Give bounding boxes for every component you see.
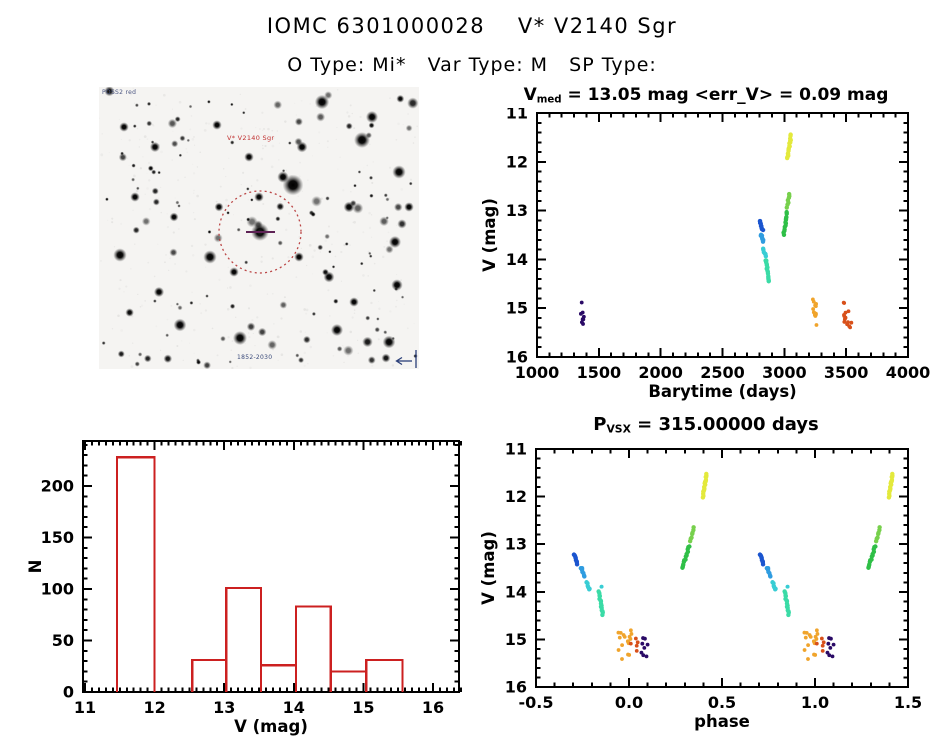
svg-text:15: 15 [506,299,528,318]
finder-chart: POSS2 red V* V2140 Sgr 1852-2030 [99,87,419,369]
svg-text:V (mag): V (mag) [480,198,499,272]
svg-text:V (mag): V (mag) [234,717,308,736]
svg-text:14: 14 [505,582,527,601]
phase-folded-plot: -0.5 0.0 0.5 1.0 1.5 11 12 13 14 15 16 phase V (mag) [480,440,922,731]
starfield-image [99,87,419,369]
page-title: IOMC 6301000028 V* V2140 Sgr [266,14,678,38]
svg-text:14: 14 [283,698,305,717]
svg-text:4000: 4000 [886,363,931,382]
lightcurve-plot: 1000 1500 2000 2500 3000 3500 4000 11 12 13 14 15 16… [480,108,931,401]
svg-text:0: 0 [63,683,74,702]
lightcurve-title-subscript: med [536,94,562,106]
svg-text:Barytime (days): Barytime (days) [648,382,796,401]
lightcurve-title-base: V [523,85,537,105]
svg-text:3500: 3500 [824,363,869,382]
svg-text:11: 11 [505,440,527,459]
svg-text:0.0: 0.0 [615,693,643,712]
svg-text:0.5: 0.5 [708,693,736,712]
finder-coordinates-label: 1852-2030 [237,354,273,361]
svg-text:1.5: 1.5 [894,693,922,712]
lightcurve-title: Vmed = 13.05 mag <err_V> = 0.09 mag [478,85,934,106]
svg-text:1.0: 1.0 [801,693,829,712]
svg-text:14: 14 [506,250,528,269]
survey-label: POSS2 red [102,89,137,96]
svg-text:1500: 1500 [577,363,622,382]
svg-text:16: 16 [422,698,444,717]
svg-text:12: 12 [505,487,527,506]
svg-text:2000: 2000 [638,363,683,382]
svg-text:50: 50 [52,631,74,650]
svg-text:12: 12 [143,698,165,717]
svg-text:15: 15 [505,630,527,649]
svg-text:13: 13 [505,535,527,554]
finder-target-label: V* V2140 Sgr [227,134,275,142]
svg-text:1000: 1000 [515,363,560,382]
svg-text:13: 13 [213,698,235,717]
phase-title-subscript: VSX [606,422,631,436]
svg-text:N: N [26,560,45,574]
svg-text:V (mag): V (mag) [480,531,498,605]
svg-text:15: 15 [352,698,374,717]
svg-text:13: 13 [506,201,528,220]
svg-text:12: 12 [506,152,528,171]
svg-text:100: 100 [41,580,74,599]
page-subtitle: O Type: Mi* Var Type: M SP Type: [287,54,657,76]
svg-text:11: 11 [506,108,528,123]
svg-text:11: 11 [74,698,96,717]
phase-plot-title: PVSX = 315.00000 days [480,414,932,436]
magnitude-histogram-plot: 11 12 13 14 15 16 0 50 100 150 200 V (mag) N [26,440,462,736]
svg-text:phase: phase [694,712,750,731]
svg-text:200: 200 [41,477,74,496]
svg-text:16: 16 [505,678,527,697]
svg-text:150: 150 [41,528,74,547]
svg-text:-0.5: -0.5 [519,693,554,712]
svg-text:2500: 2500 [700,363,745,382]
svg-text:16: 16 [506,348,528,367]
phase-title-rest: = 315.00000 days [630,414,819,435]
phase-title-base: P [593,414,607,435]
lightcurve-title-rest: = 13.05 mag <err_V> = 0.09 mag [561,85,889,105]
svg-text:3000: 3000 [762,363,807,382]
